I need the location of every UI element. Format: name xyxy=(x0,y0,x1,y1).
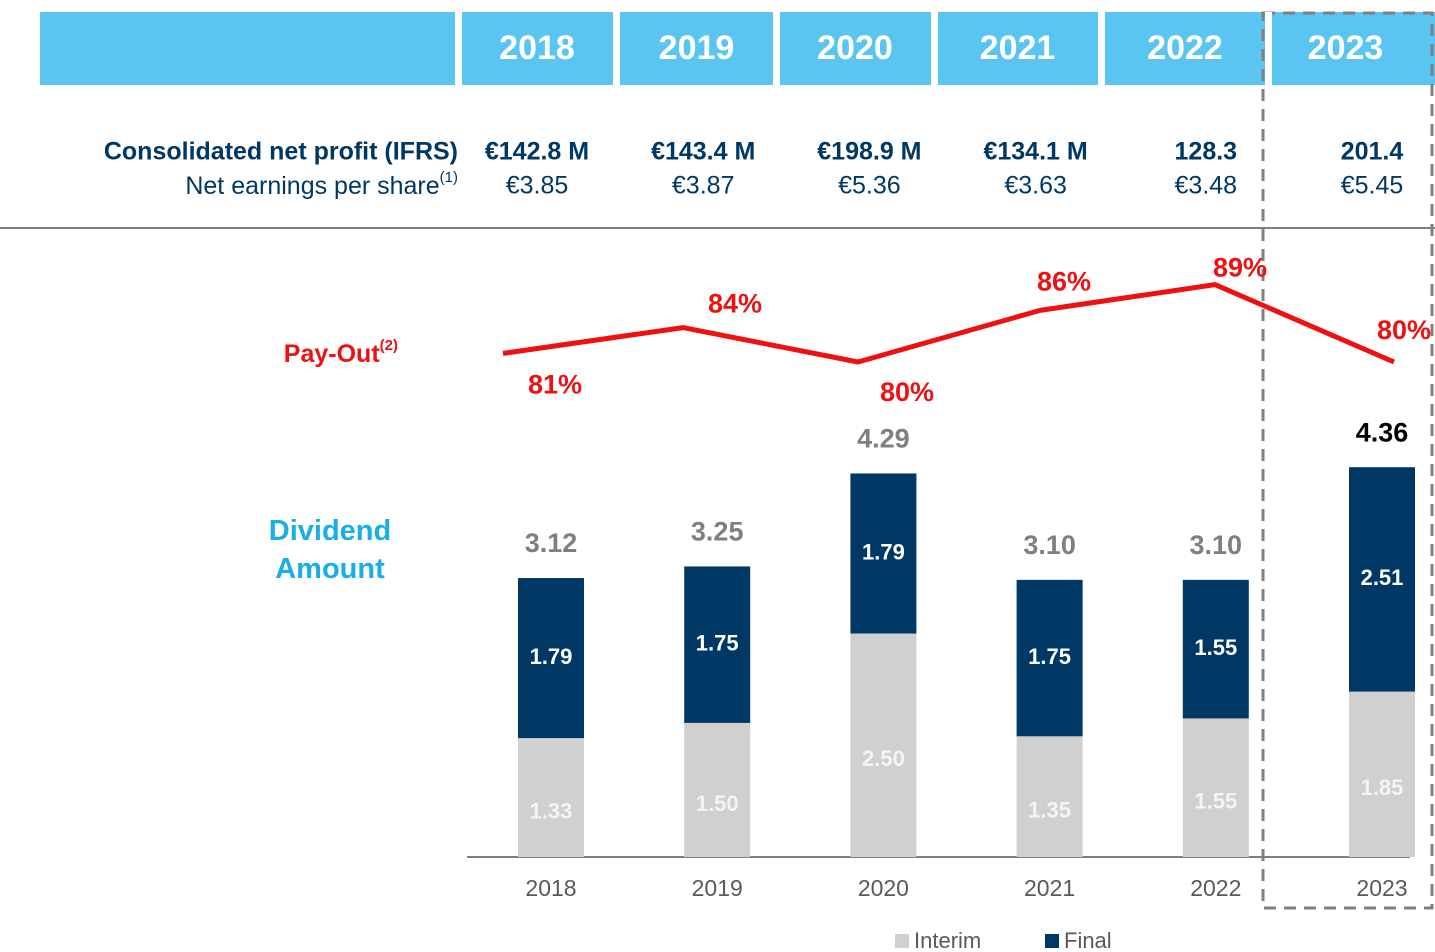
highlight-box xyxy=(1261,11,1434,910)
total-label: 3.10 xyxy=(1023,530,1076,560)
segment-label: 1.75 xyxy=(696,630,739,655)
x-tick-label: 2018 xyxy=(525,875,576,901)
dividend-title: Dividend Amount xyxy=(268,515,392,585)
table-cell: €198.9 M xyxy=(817,138,921,166)
payout-label: 80% xyxy=(880,377,934,407)
header-gap xyxy=(455,12,462,85)
header-gap xyxy=(773,12,780,85)
payout-label: 81% xyxy=(528,370,582,400)
payout-label: 86% xyxy=(1037,267,1091,297)
table-cell: €3.48 xyxy=(1175,172,1238,200)
header-year: 2020 xyxy=(817,29,893,67)
bar-segment xyxy=(1016,579,1083,737)
row-label: Consolidated net profit (IFRS) xyxy=(104,138,458,166)
header-band xyxy=(40,12,1435,85)
segment-label: 1.75 xyxy=(1028,644,1071,669)
bar-segment xyxy=(684,722,751,857)
legend-label: Final xyxy=(1064,928,1112,952)
payout-line xyxy=(502,282,1395,365)
segment-label: 1.79 xyxy=(862,539,905,564)
header-gap xyxy=(931,12,938,85)
bar-segment xyxy=(850,473,917,634)
bar-segment xyxy=(1182,718,1249,857)
payout-label: 84% xyxy=(708,289,762,319)
x-tick-label: 2023 xyxy=(1356,875,1407,901)
total-label: 3.25 xyxy=(691,517,744,547)
bar-segment xyxy=(684,566,751,723)
x-tick-label: 2020 xyxy=(858,875,909,901)
table-cell: €143.4 M xyxy=(651,138,755,166)
total-label: 3.10 xyxy=(1190,530,1243,560)
bar-segment xyxy=(518,578,584,739)
table-cell: 201.4 xyxy=(1341,138,1404,166)
segment-label: 1.35 xyxy=(1028,797,1071,822)
payout-label: 89% xyxy=(1213,253,1267,283)
segment-label: 1.33 xyxy=(530,798,573,823)
legend-swatch xyxy=(1045,934,1059,948)
segment-label: 1.55 xyxy=(1194,635,1237,660)
payout-label: Pay-Out(2) xyxy=(284,337,398,368)
header-year: 2018 xyxy=(499,29,575,67)
header-year: 2023 xyxy=(1308,29,1384,67)
segment-label: 1.55 xyxy=(1194,789,1237,814)
bar-segment xyxy=(518,738,584,857)
row-label: Net earnings per share(1) xyxy=(185,169,458,200)
table-cell: €3.85 xyxy=(506,172,569,200)
segment-label: 1.50 xyxy=(696,791,739,816)
total-label: 4.29 xyxy=(857,424,910,454)
bar-segment xyxy=(1349,691,1415,857)
x-tick-label: 2021 xyxy=(1024,875,1075,901)
total-label: 3.12 xyxy=(525,528,578,558)
segment-label: 2.50 xyxy=(862,746,905,771)
x-tick-label: 2022 xyxy=(1190,875,1241,901)
segment-label: 2.51 xyxy=(1361,565,1404,590)
table-cell: €5.36 xyxy=(838,172,901,200)
bar-segment xyxy=(1349,467,1415,692)
payout-label: 80% xyxy=(1377,315,1431,345)
table-cell: €134.1 M xyxy=(983,138,1087,166)
header-year: 2019 xyxy=(659,29,735,67)
bar-segment xyxy=(1182,579,1249,719)
segment-label: 1.79 xyxy=(530,644,573,669)
table-cell: €5.45 xyxy=(1341,172,1404,200)
legend-swatch xyxy=(895,934,909,948)
x-tick-label: 2019 xyxy=(692,875,743,901)
total-label: 4.36 xyxy=(1356,417,1409,447)
bar-segment xyxy=(850,633,917,857)
header-year: 2022 xyxy=(1147,29,1223,67)
header-year: 2021 xyxy=(980,29,1056,67)
table-cell: 128.3 xyxy=(1175,138,1238,166)
table-cell: €3.87 xyxy=(672,172,735,200)
legend-label: Interim xyxy=(914,928,981,952)
bar-segment xyxy=(1016,736,1083,857)
header-gap xyxy=(613,12,620,85)
header-gap xyxy=(1265,12,1272,85)
segment-label: 1.85 xyxy=(1361,775,1404,800)
table-cell: €142.8 M xyxy=(485,138,589,166)
header-gap xyxy=(1098,12,1105,85)
table-cell: €3.63 xyxy=(1004,172,1067,200)
